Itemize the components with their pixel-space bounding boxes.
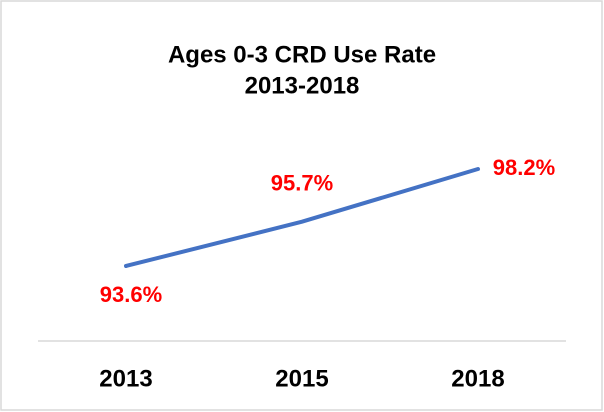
data-label: 93.6% (100, 282, 162, 307)
x-tick-label: 2018 (451, 365, 504, 392)
x-tick-label: 2013 (99, 365, 152, 392)
chart-subtitle: 2013-2018 (245, 72, 360, 99)
data-line (124, 167, 480, 268)
chart-title: Ages 0-3 CRD Use Rate (168, 41, 436, 68)
x-tick-label: 2015 (275, 365, 328, 392)
data-label: 95.7% (271, 171, 333, 196)
data-label: 98.2% (493, 155, 555, 180)
